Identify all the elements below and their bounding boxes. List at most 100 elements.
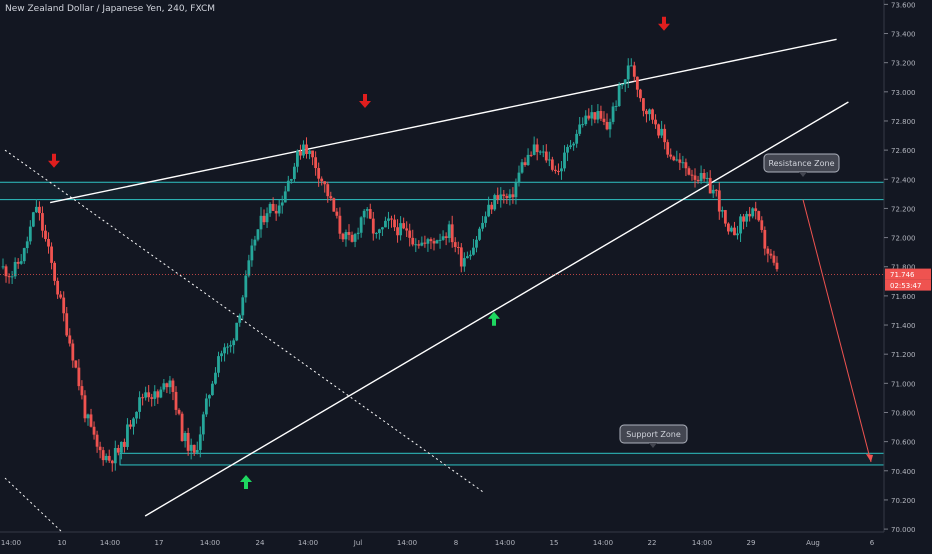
candle[interactable]: [675, 159, 678, 160]
candle[interactable]: [196, 450, 199, 453]
candle[interactable]: [26, 241, 29, 248]
candle[interactable]: [663, 129, 666, 142]
candle[interactable]: [678, 159, 681, 162]
candle[interactable]: [773, 256, 776, 263]
candle[interactable]: [23, 248, 26, 261]
candle[interactable]: [229, 345, 232, 346]
candle[interactable]: [521, 162, 524, 172]
candle[interactable]: [348, 232, 351, 235]
candle[interactable]: [390, 218, 393, 219]
candle[interactable]: [685, 162, 688, 168]
candle[interactable]: [311, 151, 314, 158]
candle[interactable]: [484, 216, 487, 223]
candle[interactable]: [691, 175, 694, 176]
candle[interactable]: [666, 142, 669, 154]
candle[interactable]: [763, 230, 766, 249]
candle[interactable]: [193, 445, 196, 453]
candle[interactable]: [593, 112, 596, 119]
candle[interactable]: [299, 151, 302, 155]
candle[interactable]: [560, 168, 563, 171]
candle[interactable]: [208, 395, 211, 398]
candle[interactable]: [515, 182, 518, 197]
candle[interactable]: [50, 247, 53, 263]
candle[interactable]: [162, 383, 165, 389]
candle[interactable]: [74, 361, 77, 368]
candle[interactable]: [539, 152, 542, 153]
candle[interactable]: [481, 223, 484, 229]
candle[interactable]: [420, 243, 423, 246]
candle[interactable]: [59, 294, 62, 297]
candle[interactable]: [111, 461, 114, 464]
candle[interactable]: [126, 424, 129, 446]
candle[interactable]: [433, 241, 436, 243]
candle[interactable]: [536, 144, 539, 152]
candle[interactable]: [223, 347, 226, 353]
candle[interactable]: [263, 216, 266, 222]
candle[interactable]: [108, 456, 111, 461]
candle[interactable]: [93, 427, 96, 435]
candle[interactable]: [712, 190, 715, 194]
candle[interactable]: [766, 249, 769, 254]
candle[interactable]: [159, 390, 162, 398]
candle[interactable]: [29, 227, 32, 242]
candle[interactable]: [417, 244, 420, 245]
candle[interactable]: [502, 194, 505, 196]
candle[interactable]: [569, 145, 572, 147]
candle[interactable]: [165, 383, 168, 387]
candle[interactable]: [596, 111, 599, 120]
candle[interactable]: [587, 116, 590, 119]
candle[interactable]: [17, 262, 20, 264]
candle[interactable]: [688, 168, 691, 174]
candle[interactable]: [718, 190, 721, 211]
candle[interactable]: [181, 414, 184, 441]
candle[interactable]: [123, 442, 126, 447]
candle[interactable]: [278, 205, 281, 213]
candle[interactable]: [542, 152, 545, 153]
candle[interactable]: [232, 340, 235, 345]
candle[interactable]: [314, 157, 317, 168]
candle[interactable]: [475, 240, 478, 248]
candle[interactable]: [247, 260, 250, 275]
candle[interactable]: [533, 144, 536, 154]
candle[interactable]: [654, 120, 657, 125]
candle[interactable]: [627, 66, 630, 80]
candle[interactable]: [396, 227, 399, 235]
candle[interactable]: [138, 397, 141, 412]
candle[interactable]: [439, 240, 442, 241]
candle[interactable]: [129, 424, 132, 426]
candle[interactable]: [487, 205, 490, 217]
candle[interactable]: [287, 181, 290, 192]
candle[interactable]: [660, 129, 663, 136]
candle[interactable]: [615, 106, 618, 107]
candle[interactable]: [472, 248, 475, 255]
candle[interactable]: [381, 227, 384, 229]
candle[interactable]: [284, 191, 287, 202]
candle[interactable]: [84, 395, 87, 418]
candle[interactable]: [408, 230, 411, 237]
candle[interactable]: [226, 347, 229, 348]
candle[interactable]: [669, 155, 672, 157]
candle[interactable]: [244, 276, 247, 298]
candle[interactable]: [700, 173, 703, 181]
candle[interactable]: [339, 216, 342, 234]
candle[interactable]: [372, 219, 375, 234]
candle[interactable]: [105, 456, 108, 460]
candle[interactable]: [363, 211, 366, 217]
candle[interactable]: [269, 204, 272, 213]
candle[interactable]: [445, 236, 448, 238]
candle[interactable]: [745, 214, 748, 222]
candle[interactable]: [621, 84, 624, 85]
candle[interactable]: [715, 190, 718, 191]
candle[interactable]: [56, 281, 59, 295]
candle[interactable]: [150, 397, 153, 399]
candle[interactable]: [2, 266, 5, 267]
candle[interactable]: [175, 392, 178, 410]
candle[interactable]: [96, 435, 99, 447]
candle[interactable]: [721, 210, 724, 211]
candle[interactable]: [566, 147, 569, 153]
candle[interactable]: [581, 124, 584, 125]
candle[interactable]: [414, 244, 417, 245]
candle[interactable]: [436, 240, 439, 243]
candle[interactable]: [293, 167, 296, 179]
candle[interactable]: [11, 276, 14, 277]
